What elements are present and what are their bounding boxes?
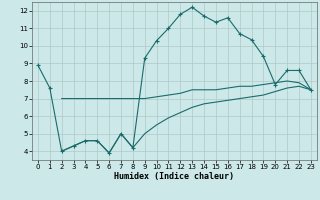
X-axis label: Humidex (Indice chaleur): Humidex (Indice chaleur) xyxy=(115,172,234,181)
